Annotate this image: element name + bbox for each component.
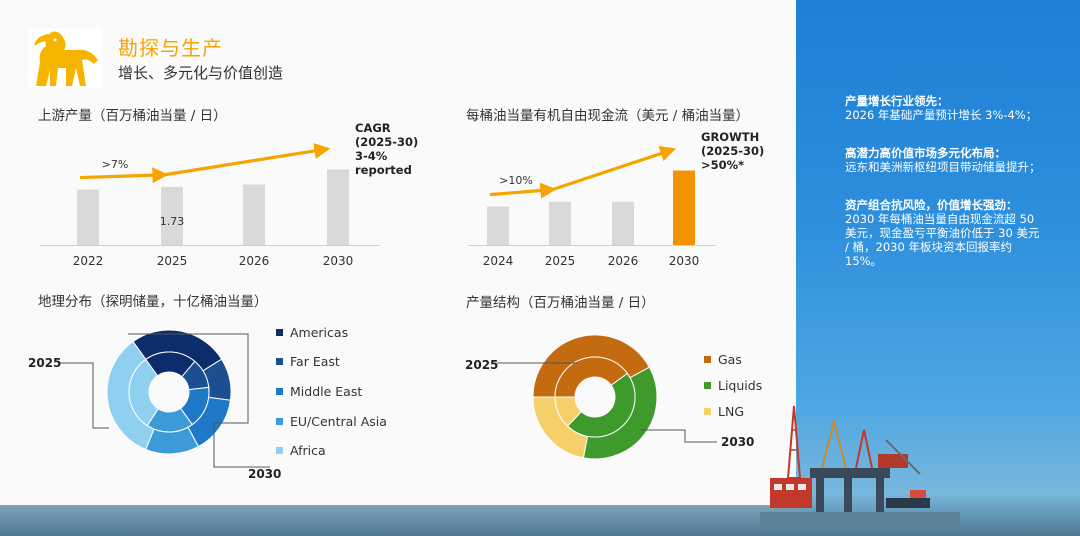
legend-label: Far East (290, 354, 340, 370)
x-tick-label: 2030 (323, 254, 354, 268)
production-section-title: 上游产量（百万桶油当量 / 日） (38, 108, 227, 124)
growth-arrow (489, 182, 557, 199)
key-point: 资产组合抗风险，价值增长强劲： 2030 年每桶油当量自由现金流超 50 美元，… (845, 198, 1045, 268)
x-tick-label: 2024 (483, 254, 514, 268)
key-point-body: 远东和美洲新枢纽项目带动储量提升； (845, 160, 1041, 174)
bar-2030 (673, 170, 695, 245)
inner-ring-slice (566, 372, 636, 438)
leader-line-outer (60, 362, 109, 429)
inner-ring-slice (128, 358, 159, 427)
callout-line: reported (355, 163, 412, 177)
legend-swatch (276, 447, 283, 455)
x-tick-label: 2026 (608, 254, 639, 268)
legend-item: LNG (704, 401, 762, 421)
key-points: 产量增长行业领先： 2026 年基础产量预计增长 3%-4%； 高潜力高价值市场… (845, 94, 1045, 292)
page-title: 勘探与生产 (118, 36, 223, 60)
legend-item: Africa (276, 441, 387, 461)
bar-2022 (77, 189, 99, 245)
page-subtitle: 增长、多元化与价值创造 (118, 64, 284, 82)
reserves-legend: Americas Far East Middle East EU/Central… (276, 322, 387, 470)
callout-line: GROWTH (701, 130, 759, 144)
reserves-section-title: 地理分布（探明储量，十亿桶油当量） (38, 294, 268, 310)
growth-annotation: >7% (102, 158, 129, 171)
leader-line-inner (641, 429, 717, 443)
legend-label: Gas (718, 351, 742, 367)
key-point-body: 2026 年基础产量预计增长 3%-4%； (845, 108, 1038, 122)
callout-line: >50%* (701, 158, 744, 172)
inner-ring-slice (554, 396, 583, 427)
callout-line: (2025-30) (701, 144, 764, 158)
legend-label: Americas (290, 324, 349, 340)
legend-swatch (704, 407, 711, 415)
legend-swatch (276, 328, 283, 336)
legend-item: Liquids (704, 375, 762, 395)
series-label-outer: 2025 (28, 356, 61, 370)
x-tick-label: 2022 (73, 254, 104, 268)
brand-logo (28, 28, 102, 88)
key-point: 高潜力高价值市场多元化布局： 远东和美洲新枢纽项目带动储量提升； (845, 146, 1045, 174)
bar-2026 (612, 201, 634, 245)
growth-annotation: >10% (499, 174, 533, 187)
growth-arrow (163, 143, 331, 177)
leader-line-inner (128, 333, 270, 468)
legend-swatch (276, 358, 283, 366)
production-bar-chart: 2022 2025 1.73 2026 2030 >7% CAGR(2025-30)3-4%… (40, 121, 418, 268)
bar-2025 (549, 201, 571, 245)
legend-label: LNG (718, 403, 745, 419)
structure-legend: Gas Liquids LNG (704, 349, 762, 431)
x-tick-label: 2025 (545, 254, 576, 268)
callout-line: (2025-30) (355, 135, 418, 149)
bar-2026 (243, 184, 265, 245)
x-tick-label: 2025 (157, 254, 188, 268)
key-point-heading: 高潜力高价值市场多元化布局： (845, 146, 1006, 160)
oil-rig-illustration (760, 405, 960, 530)
callout-line: CAGR (355, 121, 391, 135)
series-label-outer: 2025 (465, 358, 498, 372)
legend-label: Middle East (290, 383, 363, 399)
legend-label: Africa (290, 443, 326, 459)
right-panel (796, 0, 1080, 536)
legend-swatch (704, 381, 711, 389)
legend-swatch (276, 417, 283, 425)
callout-line: 3-4% (355, 149, 388, 163)
key-point-heading: 资产组合抗风险，价值增长强劲： (845, 198, 1018, 212)
structure-section-title: 产量结构（百万桶油当量 / 日） (466, 295, 655, 311)
legend-label: Liquids (718, 377, 763, 393)
fcf-section-title: 每桶油当量有机自由现金流（美元 / 桶油当量） (466, 108, 750, 124)
legend-item: Americas (276, 322, 387, 342)
legend-swatch (704, 355, 711, 363)
legend-item: Middle East (276, 381, 387, 401)
x-tick-label: 2026 (239, 254, 270, 268)
legend-swatch (276, 387, 283, 395)
structure-donut-chart: 2025 2030 (465, 334, 754, 460)
bar-2030 (327, 169, 349, 245)
bar-2025 (161, 186, 183, 245)
growth-arrow (551, 145, 677, 192)
bar-2024 (487, 206, 509, 245)
legend-label: EU/Central Asia (290, 413, 387, 429)
key-point-body: 2030 年每桶油当量自由现金流超 50 美元，现金盈亏平衡油价低于 30 美元… (845, 212, 1040, 268)
x-tick-label: 2030 (669, 254, 700, 268)
value-label: 1.73 (160, 215, 185, 228)
legend-item: Gas (704, 349, 762, 369)
fcf-bar-chart: 2024 2025 2026 2030 >10% GROWTH(2025-30)>50%* (468, 130, 764, 268)
key-point: 产量增长行业领先： 2026 年基础产量预计增长 3%-4%； (845, 94, 1045, 122)
reserves-donut-chart: 2025 2030 (28, 329, 281, 481)
series-label-inner: 2030 (721, 435, 754, 449)
key-point-heading: 产量增长行业领先： (845, 94, 949, 108)
legend-item: EU/Central Asia (276, 411, 387, 431)
series-label-inner: 2030 (248, 467, 281, 481)
growth-arrow (79, 167, 169, 184)
legend-item: Far East (276, 352, 387, 372)
inner-ring-slice (554, 356, 629, 398)
